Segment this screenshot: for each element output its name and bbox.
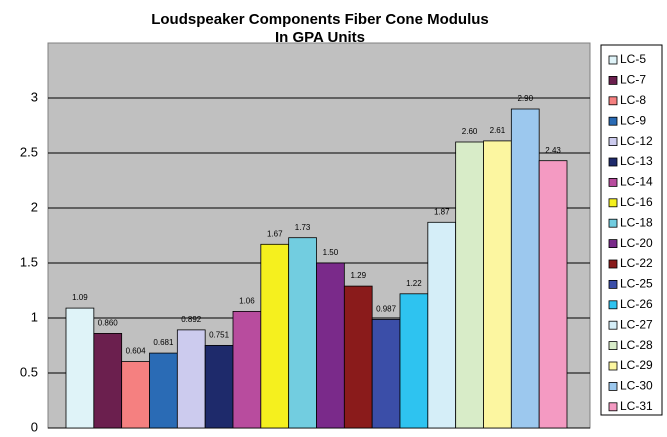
- legend-swatch: [608, 218, 618, 228]
- bar: [455, 141, 484, 429]
- bar: [204, 344, 234, 429]
- legend-label: LC-29: [620, 358, 653, 372]
- y-tick-label: 1: [31, 309, 38, 324]
- value-label: 0.860: [98, 319, 119, 328]
- chart-title: Loudspeaker Components Fiber Cone Modulu…: [151, 11, 489, 28]
- value-label: 0.751: [209, 330, 230, 339]
- legend: [600, 44, 663, 416]
- legend-label: LC-20: [620, 236, 653, 250]
- bar: [538, 160, 568, 429]
- value-label: 1.50: [323, 248, 339, 257]
- legend-label: LC-9: [620, 113, 646, 127]
- value-label: 2.43: [545, 146, 561, 155]
- legend-label: LC-25: [620, 277, 653, 291]
- legend-label: LC-16: [620, 195, 653, 209]
- value-label: 2.61: [490, 126, 506, 135]
- y-tick-label: 3: [31, 89, 38, 104]
- legend-swatch: [608, 279, 618, 289]
- bar: [176, 329, 206, 429]
- value-label: 1.29: [350, 271, 366, 280]
- legend-swatch: [608, 76, 618, 85]
- legend-swatch: [608, 341, 618, 351]
- bar: [260, 243, 290, 429]
- legend-label: LC-18: [620, 215, 653, 229]
- bar: [93, 332, 123, 429]
- legend-label: LC-7: [620, 73, 646, 87]
- legend-label: LC-12: [620, 134, 653, 148]
- legend-swatch: [608, 157, 618, 167]
- bar: [121, 361, 150, 429]
- bar: [343, 285, 373, 429]
- bar: [427, 221, 457, 429]
- y-tick-label: 0.5: [20, 364, 38, 379]
- value-label: 1.22: [406, 279, 422, 288]
- legend-label: LC-14: [620, 175, 653, 189]
- value-label: 2.60: [462, 127, 478, 136]
- bar: [232, 310, 262, 429]
- legend-label: LC-22: [620, 256, 653, 270]
- legend-swatch: [608, 239, 618, 249]
- legend-swatch: [608, 320, 618, 330]
- legend-label: LC-28: [620, 338, 653, 352]
- y-tick-label: 2.5: [20, 144, 38, 159]
- legend-label: LC-8: [620, 93, 646, 107]
- legend-label: LC-13: [620, 154, 653, 168]
- y-tick-label: 0: [31, 419, 38, 434]
- legend-label: LC-30: [620, 379, 653, 393]
- legend-swatch: [608, 259, 618, 269]
- legend-swatch: [608, 198, 618, 208]
- legend-label: LC-31: [620, 399, 653, 413]
- value-label: 0.681: [153, 338, 174, 347]
- bar: [399, 293, 429, 429]
- bar: [288, 237, 317, 429]
- legend-swatch: [608, 402, 618, 412]
- legend-label: LC-5: [620, 52, 646, 66]
- legend-swatch: [608, 300, 618, 310]
- bar: [65, 307, 95, 429]
- y-tick-label: 1.5: [20, 254, 38, 269]
- value-label: 1.06: [239, 297, 255, 306]
- value-label: 2.90: [517, 94, 533, 103]
- bar: [316, 262, 345, 429]
- y-tick-label: 2: [31, 199, 38, 214]
- bar: [149, 352, 178, 429]
- legend-swatch: [608, 55, 618, 65]
- value-label: 1.09: [72, 293, 88, 302]
- legend-swatch: [608, 361, 618, 371]
- legend-swatch: [608, 116, 618, 126]
- value-label: 1.73: [295, 223, 311, 232]
- value-label: 1.67: [267, 229, 283, 238]
- value-label: 0.892: [181, 315, 202, 324]
- bar: [371, 319, 401, 429]
- legend-swatch: [608, 177, 618, 187]
- legend-swatch: [608, 137, 618, 147]
- legend-swatch: [608, 381, 618, 391]
- chart-title: In GPA Units: [275, 29, 365, 46]
- value-label: 0.987: [376, 305, 397, 314]
- value-label: 1.87: [434, 207, 450, 216]
- legend-swatch: [608, 96, 618, 106]
- bar: [510, 108, 540, 429]
- legend-label: LC-26: [620, 297, 653, 311]
- legend-label: LC-27: [620, 317, 653, 331]
- value-label: 0.604: [126, 347, 147, 356]
- bar: [483, 140, 512, 429]
